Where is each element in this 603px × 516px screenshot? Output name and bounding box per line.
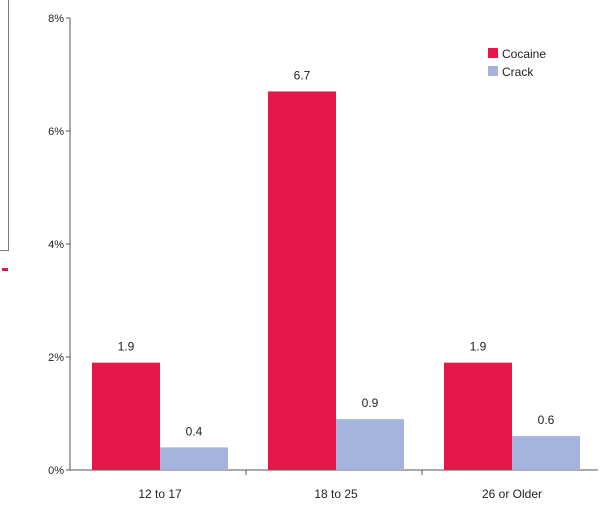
data-labels: 1.9 0.4 6.7 0.9 1.9 0.6 xyxy=(118,68,555,438)
y-tick-label: 6% xyxy=(48,126,64,138)
legend-label-crack: Crack xyxy=(502,65,534,79)
x-tick-label: 18 to 25 xyxy=(314,487,358,501)
bar-cocaine-2 xyxy=(444,362,512,470)
adjacent-panel-marker xyxy=(2,268,8,271)
x-tick-label: 26 or Older xyxy=(482,487,542,501)
y-ticks: 0% 2% 4% 6% 8% xyxy=(48,13,70,477)
y-tick-label: 2% xyxy=(48,352,64,364)
legend: Cocaine Crack xyxy=(488,47,546,79)
bar-crack-0 xyxy=(160,447,228,470)
bars xyxy=(92,91,580,470)
data-label: 0.6 xyxy=(538,413,555,427)
legend-swatch-crack xyxy=(488,66,498,76)
legend-swatch-cocaine xyxy=(488,48,498,58)
x-tick-label: 12 to 17 xyxy=(138,487,182,501)
data-label: 1.9 xyxy=(470,340,487,354)
x-tick-labels: 12 to 17 18 to 25 26 or Older xyxy=(138,470,542,501)
bar-cocaine-0 xyxy=(92,362,160,470)
data-label: 0.9 xyxy=(362,396,379,410)
bar-crack-2 xyxy=(512,436,580,470)
y-tick-label: 8% xyxy=(48,13,64,25)
bar-crack-1 xyxy=(336,419,404,470)
bar-cocaine-1 xyxy=(268,91,336,470)
data-label: 1.9 xyxy=(118,340,135,354)
data-label: 0.4 xyxy=(186,424,203,438)
y-tick-label: 4% xyxy=(48,239,64,251)
y-tick-label: 0% xyxy=(48,465,64,477)
adjacent-panel-edge xyxy=(0,0,9,251)
data-label: 6.7 xyxy=(294,68,311,82)
legend-label-cocaine: Cocaine xyxy=(502,47,546,61)
